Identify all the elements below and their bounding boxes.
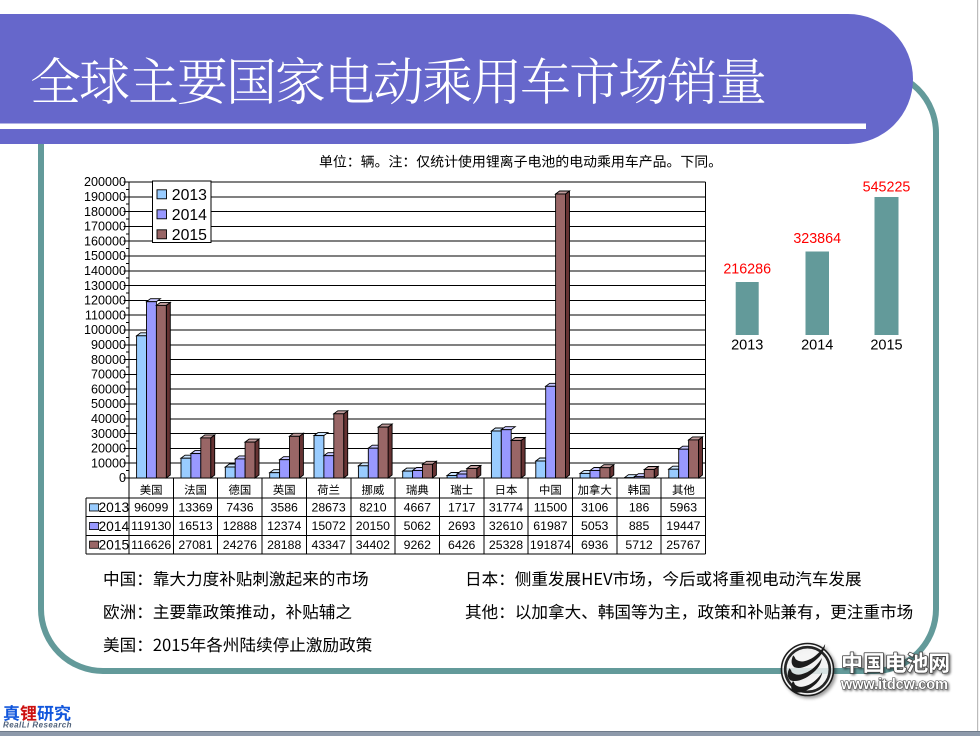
svg-text:8210: 8210 [359, 501, 387, 515]
svg-text:60000: 60000 [91, 382, 126, 396]
svg-text:150000: 150000 [84, 249, 126, 263]
svg-text:160000: 160000 [84, 234, 126, 248]
svg-text:20150: 20150 [356, 519, 390, 533]
svg-text:1717: 1717 [448, 501, 476, 515]
svg-text:40000: 40000 [91, 412, 126, 426]
svg-text:2013: 2013 [731, 338, 763, 354]
svg-text:www.itdcw.com: www.itdcw.com [840, 677, 948, 693]
svg-text:200000: 200000 [84, 175, 126, 189]
svg-text:43347: 43347 [311, 538, 345, 552]
svg-text:4667: 4667 [404, 501, 432, 515]
svg-text:3586: 3586 [271, 501, 299, 515]
svg-text:2014: 2014 [172, 207, 207, 224]
svg-text:130000: 130000 [84, 279, 126, 293]
svg-text:323864: 323864 [793, 231, 841, 247]
svg-text:116626: 116626 [131, 538, 171, 552]
svg-text:216286: 216286 [723, 262, 771, 278]
svg-text:5053: 5053 [581, 519, 609, 533]
svg-text:50000: 50000 [91, 397, 126, 411]
svg-text:7436: 7436 [226, 501, 254, 515]
svg-text:11500: 11500 [534, 501, 567, 515]
svg-text:20000: 20000 [91, 442, 126, 456]
svg-text:28673: 28673 [311, 501, 345, 515]
svg-text:25767: 25767 [666, 538, 700, 552]
svg-text:0: 0 [119, 471, 126, 485]
svg-text:2693: 2693 [448, 519, 476, 533]
svg-text:16513: 16513 [178, 519, 212, 533]
svg-text:190000: 190000 [84, 190, 126, 204]
svg-text:2014: 2014 [801, 338, 833, 354]
svg-text:120000: 120000 [84, 294, 126, 308]
svg-text:70000: 70000 [91, 368, 126, 382]
svg-text:24276: 24276 [223, 538, 257, 552]
svg-text:885: 885 [629, 519, 650, 533]
svg-text:80000: 80000 [91, 353, 126, 367]
svg-text:34402: 34402 [356, 538, 390, 552]
svg-text:2013: 2013 [99, 500, 130, 515]
svg-text:2014: 2014 [99, 519, 130, 534]
svg-text:2015: 2015 [870, 338, 902, 354]
svg-text:2015: 2015 [172, 227, 207, 244]
svg-text:12374: 12374 [267, 519, 301, 533]
svg-text:6936: 6936 [581, 538, 609, 552]
svg-text:96099: 96099 [134, 501, 168, 515]
svg-text:25328: 25328 [489, 538, 523, 552]
svg-text:140000: 140000 [84, 264, 126, 278]
svg-text:12888: 12888 [223, 519, 257, 533]
svg-text:90000: 90000 [91, 338, 126, 352]
svg-text:2013: 2013 [172, 187, 207, 204]
svg-text:5963: 5963 [670, 501, 698, 515]
svg-text:28188: 28188 [267, 538, 301, 552]
svg-text:30000: 30000 [91, 427, 126, 441]
svg-text:186: 186 [629, 501, 650, 515]
svg-text:191874: 191874 [530, 538, 571, 552]
svg-text:61987: 61987 [533, 519, 567, 533]
svg-text:2015: 2015 [99, 538, 130, 553]
svg-text:13369: 13369 [178, 501, 212, 515]
svg-text:119130: 119130 [131, 519, 171, 533]
svg-text:3106: 3106 [581, 501, 609, 515]
svg-text:32610: 32610 [489, 519, 523, 533]
svg-text:180000: 180000 [84, 205, 126, 219]
svg-text:RealLi Research: RealLi Research [3, 721, 72, 730]
svg-text:5712: 5712 [625, 538, 653, 552]
svg-text:100000: 100000 [84, 323, 126, 337]
svg-text:15072: 15072 [311, 519, 345, 533]
svg-text:170000: 170000 [84, 220, 126, 234]
svg-text:110000: 110000 [85, 308, 126, 322]
svg-text:27081: 27081 [178, 538, 212, 552]
svg-text:31774: 31774 [489, 501, 523, 515]
svg-text:545225: 545225 [863, 180, 911, 196]
svg-text:19447: 19447 [666, 519, 700, 533]
svg-text:5062: 5062 [404, 519, 432, 533]
svg-text:6426: 6426 [448, 538, 476, 552]
svg-text:9262: 9262 [404, 538, 432, 552]
svg-text:10000: 10000 [91, 456, 126, 470]
